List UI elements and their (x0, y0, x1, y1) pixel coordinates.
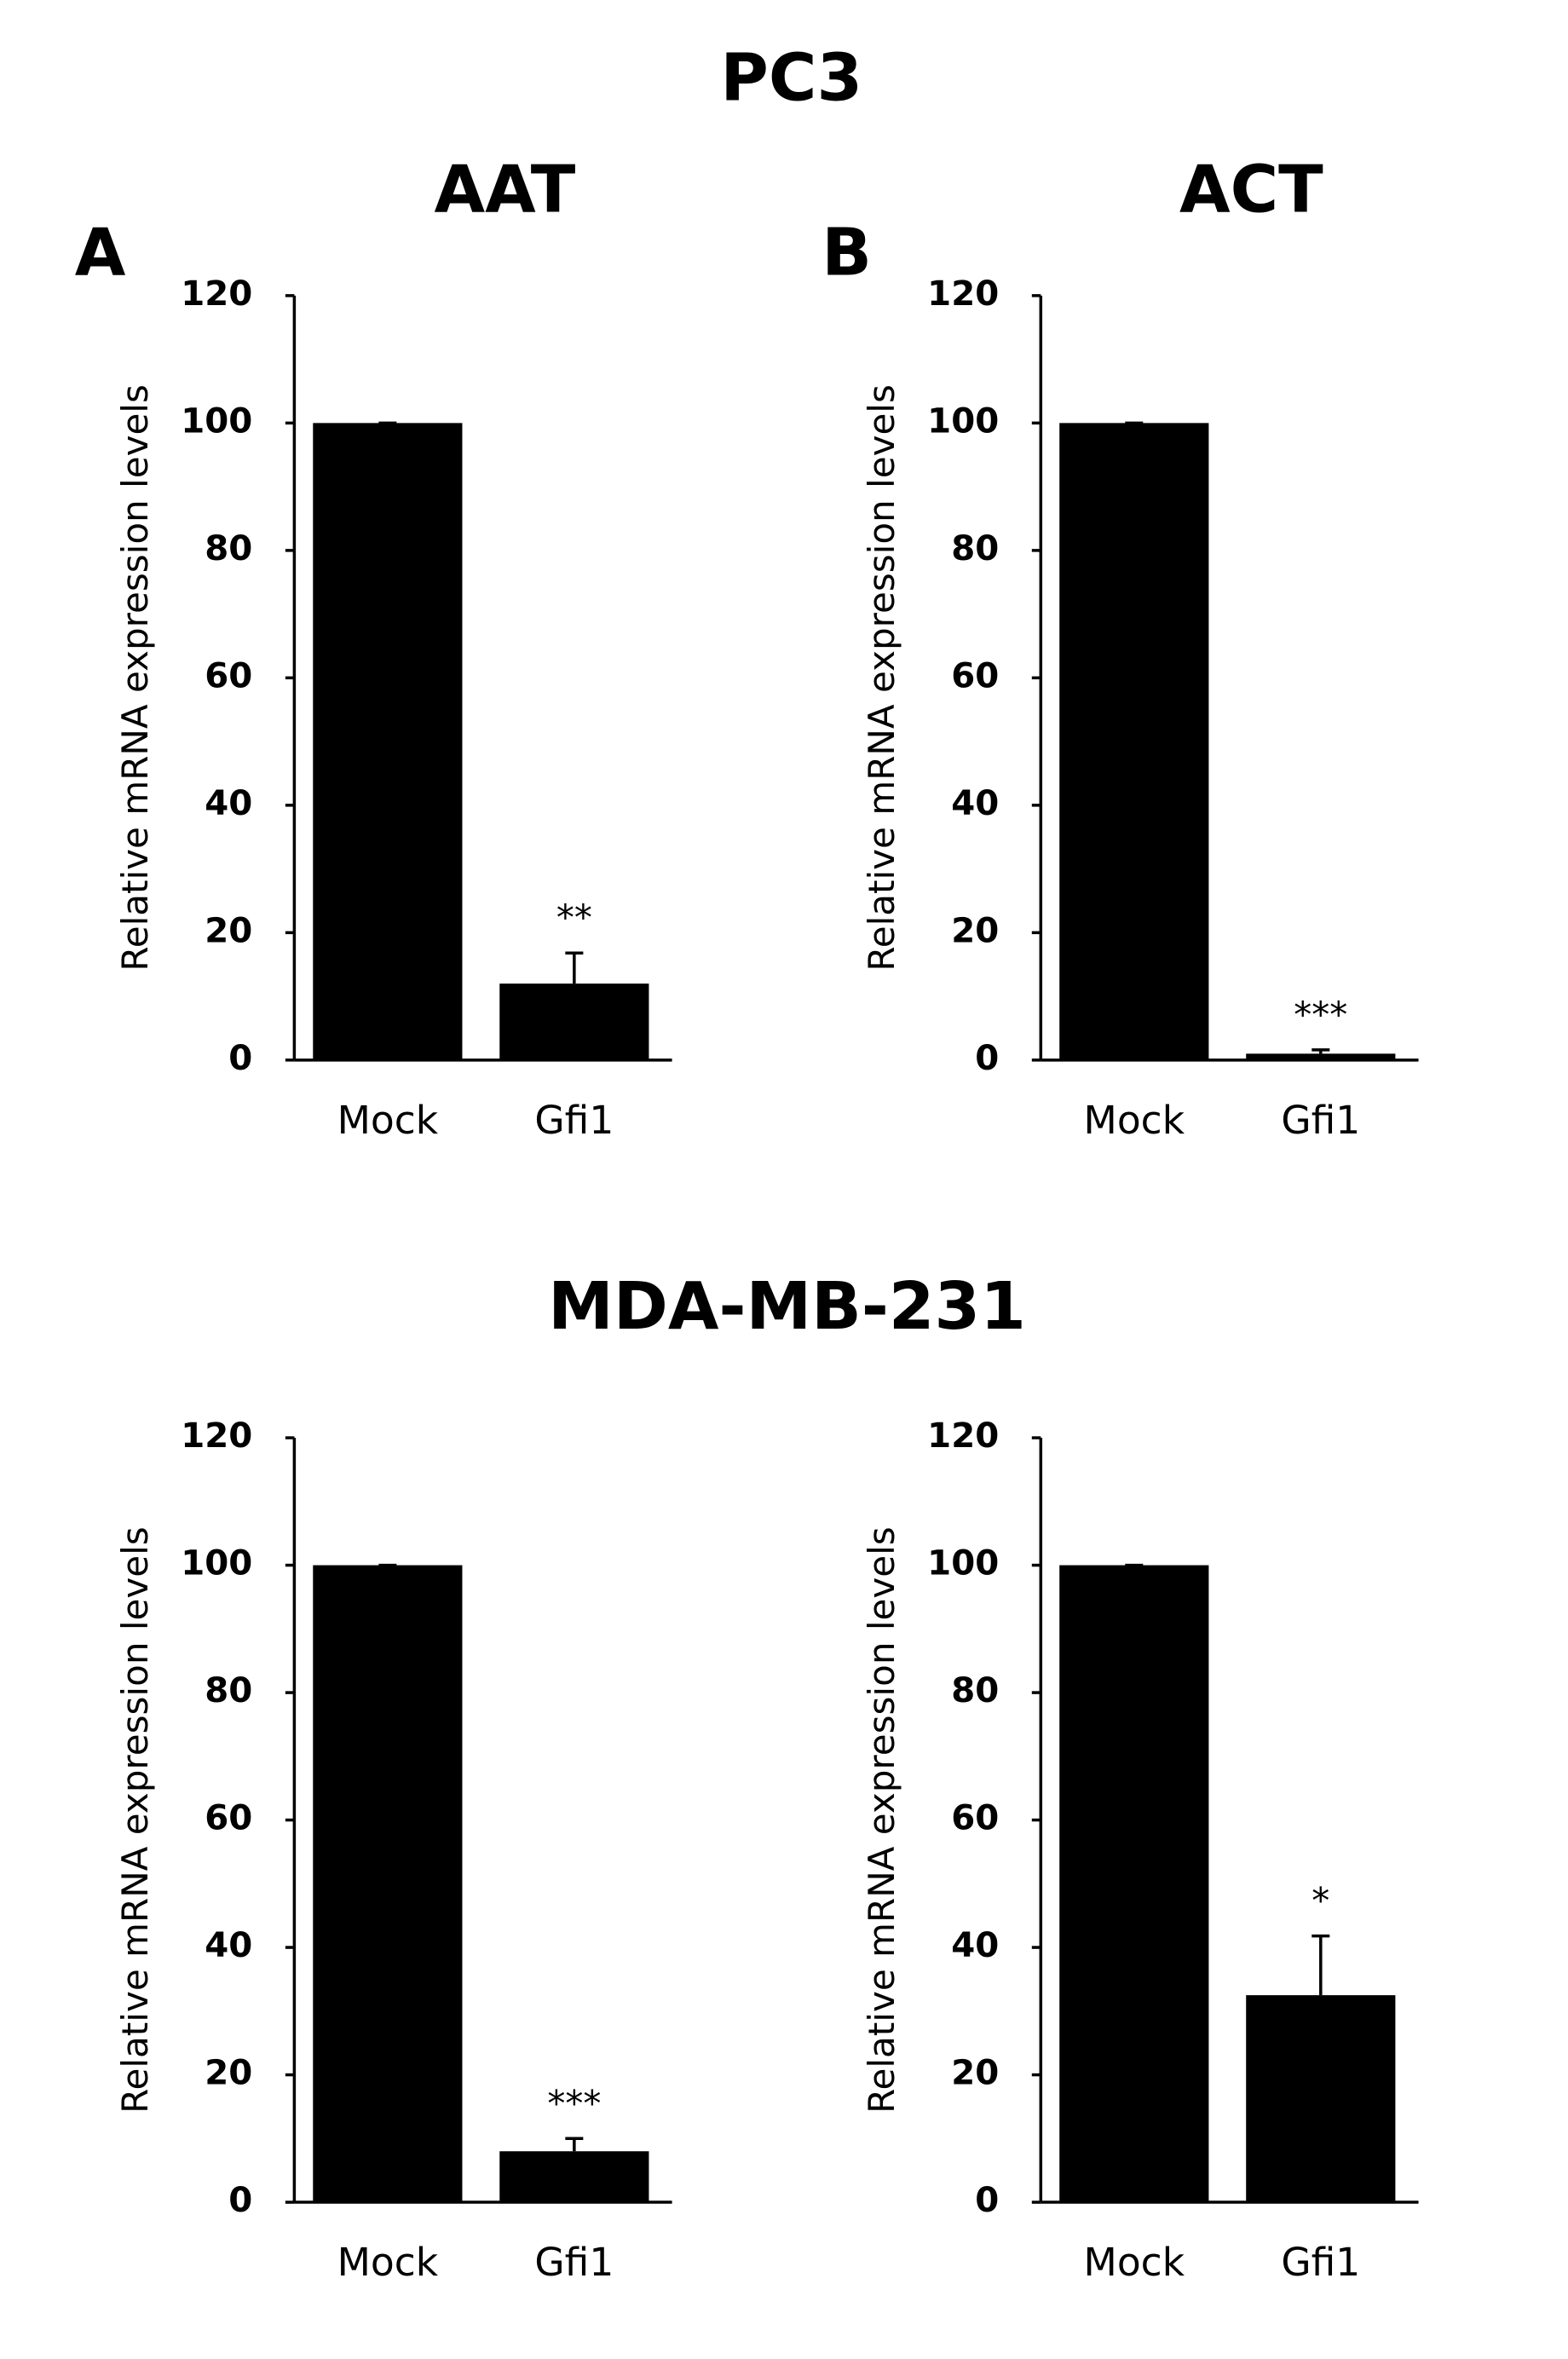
x-tick-label: Gfi1 (534, 2240, 614, 2285)
x-tick-label: Gfi1 (1281, 2240, 1360, 2285)
y-tick-label: 80 (951, 528, 999, 568)
y-tick-label: 100 (927, 1543, 999, 1583)
bar (1059, 423, 1209, 1060)
y-tick-label: 40 (205, 1925, 252, 1965)
y-tick-label: 0 (228, 1038, 252, 1078)
x-tick-label: Mock (1084, 2240, 1185, 2285)
bar (1246, 1995, 1396, 2203)
panel-label: B (821, 214, 872, 291)
y-tick-label: 60 (205, 655, 252, 695)
significance: ** (556, 897, 592, 938)
y-tick-label: 120 (927, 1416, 999, 1456)
y-axis-label: Relative mRNA expression levels (114, 1526, 156, 2114)
y-axis-label: Relative mRNA expression levels (861, 1526, 902, 2114)
y-tick-label: 100 (181, 1543, 252, 1583)
y-tick-label: 0 (975, 2180, 999, 2220)
bar (313, 423, 463, 1060)
significance: *** (547, 2082, 601, 2124)
y-tick-label: 60 (205, 1798, 252, 1838)
y-axis-label: Relative mRNA expression levels (114, 384, 156, 972)
y-tick-label: 20 (951, 910, 999, 950)
y-tick-label: 60 (951, 655, 999, 695)
y-tick-label: 120 (181, 1416, 252, 1456)
y-tick-label: 0 (975, 1038, 999, 1078)
chart-title: ACT (1179, 152, 1323, 228)
bar (313, 1565, 463, 2203)
group-heading: MDA-MB-231 (548, 1268, 1026, 1345)
bar (1246, 1053, 1396, 1060)
y-tick-label: 20 (205, 910, 252, 950)
y-tick-label: 100 (927, 401, 999, 441)
bar (1059, 1565, 1209, 2203)
bar (499, 983, 649, 1060)
group-heading: PC3 (720, 39, 862, 116)
y-tick-label: 40 (205, 783, 252, 823)
y-tick-label: 20 (951, 2053, 999, 2093)
significance: *** (1294, 994, 1347, 1035)
y-tick-label: 20 (205, 2053, 252, 2093)
y-axis-label: Relative mRNA expression levels (861, 384, 902, 972)
y-tick-label: 120 (927, 274, 999, 314)
x-tick-label: Gfi1 (1281, 1098, 1360, 1143)
y-tick-label: 80 (205, 528, 252, 568)
bar (499, 2151, 649, 2203)
y-tick-label: 40 (951, 783, 999, 823)
chart-title: AAT (434, 152, 575, 228)
y-tick-label: 80 (951, 1670, 999, 1710)
x-tick-label: Mock (337, 1098, 439, 1143)
x-tick-label: Mock (337, 2240, 439, 2285)
y-tick-label: 40 (951, 1925, 999, 1965)
y-tick-label: 80 (205, 1670, 252, 1710)
significance: * (1311, 1880, 1329, 1922)
panel-label: A (75, 214, 126, 291)
x-tick-label: Gfi1 (534, 1098, 614, 1143)
y-tick-label: 60 (951, 1798, 999, 1838)
y-tick-label: 100 (181, 401, 252, 441)
y-tick-label: 0 (228, 2180, 252, 2220)
x-tick-label: Mock (1084, 1098, 1185, 1143)
y-tick-label: 120 (181, 274, 252, 314)
